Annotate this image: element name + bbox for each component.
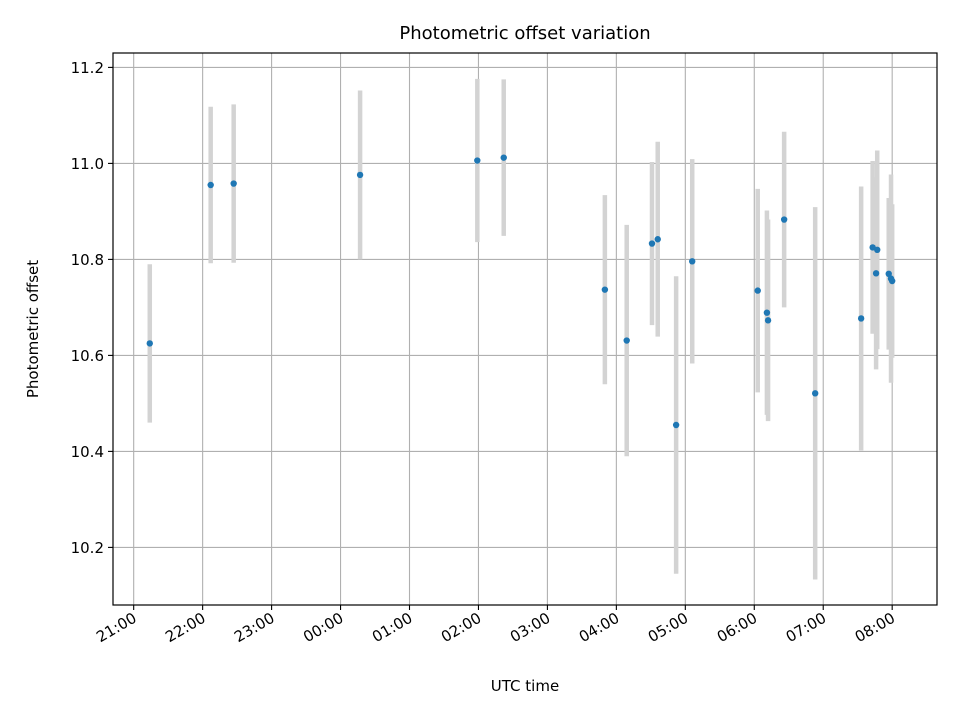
data-point: [857, 315, 865, 322]
plot-frame: [112, 52, 938, 606]
data-point: [601, 286, 609, 293]
point-layer: [146, 154, 896, 429]
data-point: [648, 240, 656, 247]
data-point: [885, 270, 892, 277]
y-axis-label: Photometric offset: [24, 260, 42, 398]
data-point: [888, 277, 896, 285]
data-point: [356, 171, 364, 179]
y-tick-label: 10.6: [71, 347, 104, 365]
data-point: [754, 287, 761, 294]
data-point: [623, 337, 630, 344]
chart-title: Photometric offset variation: [399, 23, 650, 44]
data-point: [764, 317, 772, 324]
data-point: [780, 216, 788, 223]
data-point: [874, 246, 881, 253]
data-point: [500, 154, 507, 161]
grid-layer: [113, 53, 937, 605]
data-point: [654, 236, 661, 243]
data-point: [689, 258, 696, 265]
y-tick-label: 10.8: [71, 251, 104, 269]
x-axis-label: UTC time: [491, 677, 559, 695]
data-point: [811, 390, 819, 397]
data-point: [230, 180, 237, 187]
data-point: [872, 270, 880, 277]
data-point: [146, 340, 153, 347]
data-point: [207, 181, 214, 189]
y-tick-label: 10.4: [71, 443, 104, 461]
y-tick-label: 11.0: [71, 155, 104, 173]
y-tick-label: 10.2: [71, 539, 104, 557]
data-point: [672, 421, 680, 429]
data-point: [474, 157, 481, 164]
y-tick-label: 11.2: [71, 59, 104, 77]
y-axis: 10.2 10.4 10.6 10.8 11.0 11.2: [71, 59, 113, 557]
data-point: [763, 309, 771, 316]
